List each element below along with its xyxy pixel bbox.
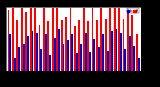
Bar <box>118 8 120 71</box>
Bar <box>67 40 69 71</box>
Bar <box>74 26 76 71</box>
Bar <box>87 21 89 71</box>
Bar <box>133 46 135 71</box>
Bar <box>27 36 29 71</box>
Bar <box>52 8 54 71</box>
Bar <box>124 49 126 71</box>
Bar <box>36 33 38 71</box>
Bar <box>63 44 64 71</box>
Bar <box>96 20 98 71</box>
Bar <box>18 47 20 71</box>
Bar <box>89 52 91 71</box>
Bar <box>76 53 78 71</box>
Bar <box>136 34 138 71</box>
Bar <box>47 21 49 71</box>
Bar <box>61 20 63 71</box>
Bar <box>78 20 80 71</box>
Bar <box>127 8 129 71</box>
Bar <box>9 34 11 71</box>
Bar <box>70 8 71 71</box>
Bar <box>21 8 23 71</box>
Bar <box>71 34 73 71</box>
Bar <box>16 20 18 71</box>
Bar <box>14 58 16 71</box>
Legend: Lo, Hi: Lo, Hi <box>127 8 139 13</box>
Bar <box>83 8 85 71</box>
Bar <box>56 8 58 71</box>
Bar <box>85 33 87 71</box>
Bar <box>100 8 102 71</box>
Bar <box>45 34 47 71</box>
Bar <box>129 36 131 71</box>
Bar <box>123 19 124 71</box>
Bar <box>34 8 36 71</box>
Bar <box>116 29 117 71</box>
Bar <box>23 44 25 71</box>
Bar <box>12 8 14 71</box>
Bar <box>111 31 113 71</box>
Bar <box>39 25 40 71</box>
Bar <box>43 8 45 71</box>
Bar <box>49 55 51 71</box>
Bar <box>92 8 93 71</box>
Bar <box>138 58 140 71</box>
Bar <box>131 15 133 71</box>
Bar <box>105 19 107 71</box>
Bar <box>58 29 60 71</box>
Bar <box>120 33 122 71</box>
Bar <box>80 44 82 71</box>
Bar <box>54 38 56 71</box>
Bar <box>65 17 67 71</box>
Bar <box>107 51 109 71</box>
Bar <box>114 8 116 71</box>
Bar <box>98 47 100 71</box>
Bar <box>109 8 111 71</box>
Bar <box>102 34 104 71</box>
Bar <box>30 8 32 71</box>
Bar <box>93 39 95 71</box>
Bar <box>25 12 27 71</box>
Bar <box>8 10 9 71</box>
Bar <box>40 49 42 71</box>
Bar <box>32 31 33 71</box>
